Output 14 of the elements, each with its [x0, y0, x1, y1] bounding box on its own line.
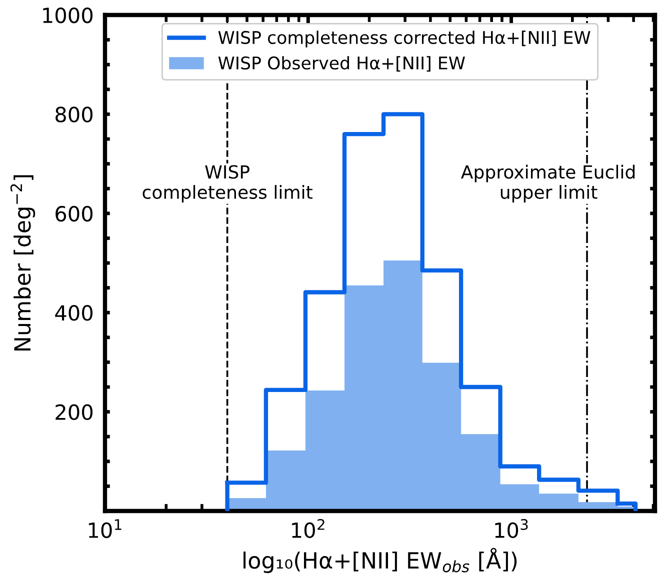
x-tick-label: 10$^{1}$ — [88, 519, 122, 538]
ref-line-label: WISP completeness limit — [142, 165, 312, 202]
ref-line-label: Approximate Euclid upper limit — [461, 164, 635, 202]
y-tick-label: 200 — [56, 404, 93, 420]
y-axis-title: Number [deg$^{−2}$] — [10, 175, 36, 350]
y-tick-label: 400 — [55, 305, 93, 321]
y-tick-label: 800 — [56, 106, 93, 122]
x-tick-label: 10$^{3}$ — [495, 518, 528, 538]
x-tick-label: 10$^{2}$ — [292, 518, 324, 538]
legend-label: WISP Observed Hα+[NII] EW — [218, 56, 465, 72]
x-axis-title: log₁₀(Hα+[NII] EW$_{obs}$ [Å]) — [244, 548, 517, 574]
y-tick-label: 1000 — [43, 7, 93, 24]
legend-label: WISP completeness corrected Hα+[NII] EW — [218, 30, 590, 48]
y-tick-label: 600 — [56, 206, 93, 222]
